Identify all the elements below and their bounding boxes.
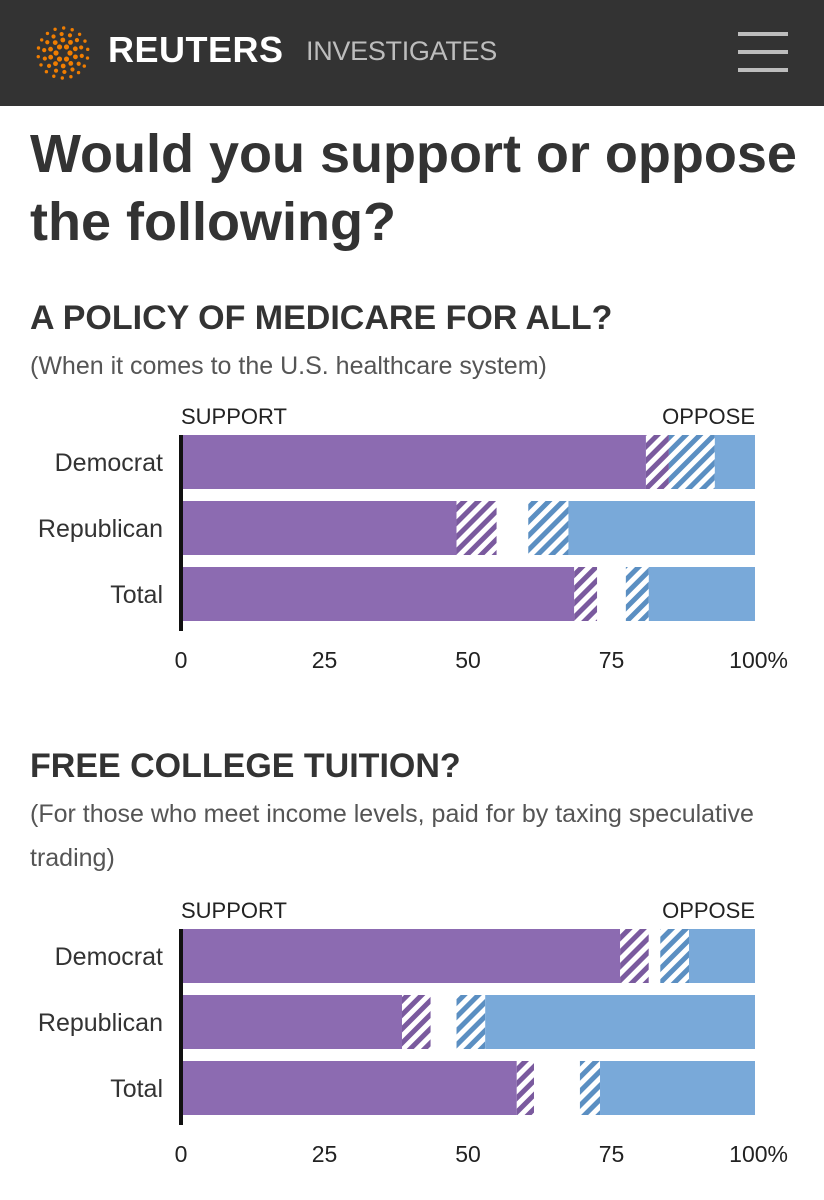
bar-segment-total-0 bbox=[181, 567, 575, 621]
category-label-democrat: Democrat bbox=[55, 943, 163, 971]
bar-segment-total-2 bbox=[597, 567, 626, 621]
bar-segment-total-3 bbox=[625, 567, 649, 621]
bar-segment-republican-3 bbox=[528, 501, 569, 555]
x-tick-label-3: 75 bbox=[599, 647, 625, 673]
x-tick-label-0: 0 bbox=[175, 647, 188, 673]
chart-medicare-for-all: SUPPORT OPPOSE Democrat Republican Total 0 25 5… bbox=[38, 404, 788, 673]
bar-segment-total-1 bbox=[516, 1061, 535, 1115]
bar-segment-total-4 bbox=[600, 1061, 755, 1115]
bar-segment-democrat-0 bbox=[181, 435, 646, 489]
bar-segment-total-4 bbox=[648, 567, 755, 621]
top-bar: REUTERS INVESTIGATES bbox=[0, 0, 824, 106]
x-tick-label-2: 50 bbox=[455, 647, 481, 673]
bar-segment-republican-0 bbox=[181, 995, 402, 1049]
page-title: Would you support or oppose the followin… bbox=[30, 124, 797, 252]
bar-segment-republican-1 bbox=[456, 501, 497, 555]
bar-segment-democrat-3 bbox=[660, 929, 689, 983]
x-tick-label-3: 75 bbox=[599, 1141, 625, 1167]
x-tick-label-1: 25 bbox=[312, 647, 338, 673]
chart-free-college-tuition: SUPPORT OPPOSE Democrat Republican Total 0 25 5… bbox=[38, 898, 788, 1167]
bar-segment-total-1 bbox=[574, 567, 598, 621]
bar-segment-democrat-4 bbox=[714, 435, 755, 489]
support-label: SUPPORT bbox=[181, 898, 287, 923]
category-label-republican: Republican bbox=[38, 515, 163, 543]
section-title-college: FREE COLLEGE TUITION? bbox=[30, 747, 461, 785]
bar-segment-republican-0 bbox=[181, 501, 457, 555]
bar-segment-republican-4 bbox=[568, 501, 755, 555]
section-subtitle-medicare: (When it comes to the U.S. healthcare sy… bbox=[30, 352, 547, 380]
category-label-democrat: Democrat bbox=[55, 449, 163, 477]
x-tick-label-2: 50 bbox=[455, 1141, 481, 1167]
category-label-republican: Republican bbox=[38, 1009, 163, 1037]
bar-segment-republican-2 bbox=[496, 501, 529, 555]
bar-segment-total-3 bbox=[579, 1061, 601, 1115]
bar-segment-democrat-4 bbox=[688, 929, 755, 983]
category-label-total: Total bbox=[110, 1075, 163, 1103]
bar-segment-republican-4 bbox=[485, 995, 755, 1049]
section-title-medicare: A POLICY OF MEDICARE FOR ALL? bbox=[30, 299, 613, 337]
x-tick-label-1: 25 bbox=[312, 1141, 338, 1167]
bar-segment-republican-3 bbox=[456, 995, 486, 1049]
section-subtitle-college: (For those who meet income levels, paid … bbox=[30, 800, 754, 872]
bar-segment-democrat-1 bbox=[645, 435, 669, 489]
bar-segment-democrat-0 bbox=[181, 929, 621, 983]
bar-segment-total-2 bbox=[534, 1061, 580, 1115]
bar-segment-democrat-1 bbox=[620, 929, 649, 983]
support-label: SUPPORT bbox=[181, 404, 287, 429]
bar-segment-democrat-2 bbox=[648, 929, 661, 983]
bar-segment-republican-1 bbox=[401, 995, 431, 1049]
x-tick-label-4: 100% bbox=[729, 647, 788, 673]
hamburger-menu-icon[interactable] bbox=[738, 32, 788, 72]
bar-segment-republican-2 bbox=[430, 995, 457, 1049]
oppose-label: OPPOSE bbox=[662, 404, 755, 429]
brand-name[interactable]: REUTERS bbox=[108, 29, 284, 70]
oppose-label: OPPOSE bbox=[662, 898, 755, 923]
category-label-total: Total bbox=[110, 581, 163, 609]
bar-segment-democrat-3 bbox=[668, 435, 715, 489]
reuters-dot-logo-icon[interactable] bbox=[30, 25, 96, 81]
bar-segment-total-0 bbox=[181, 1061, 517, 1115]
x-tick-label-0: 0 bbox=[175, 1141, 188, 1167]
brand-subtitle[interactable]: INVESTIGATES bbox=[306, 36, 497, 66]
x-tick-label-4: 100% bbox=[729, 1141, 788, 1167]
